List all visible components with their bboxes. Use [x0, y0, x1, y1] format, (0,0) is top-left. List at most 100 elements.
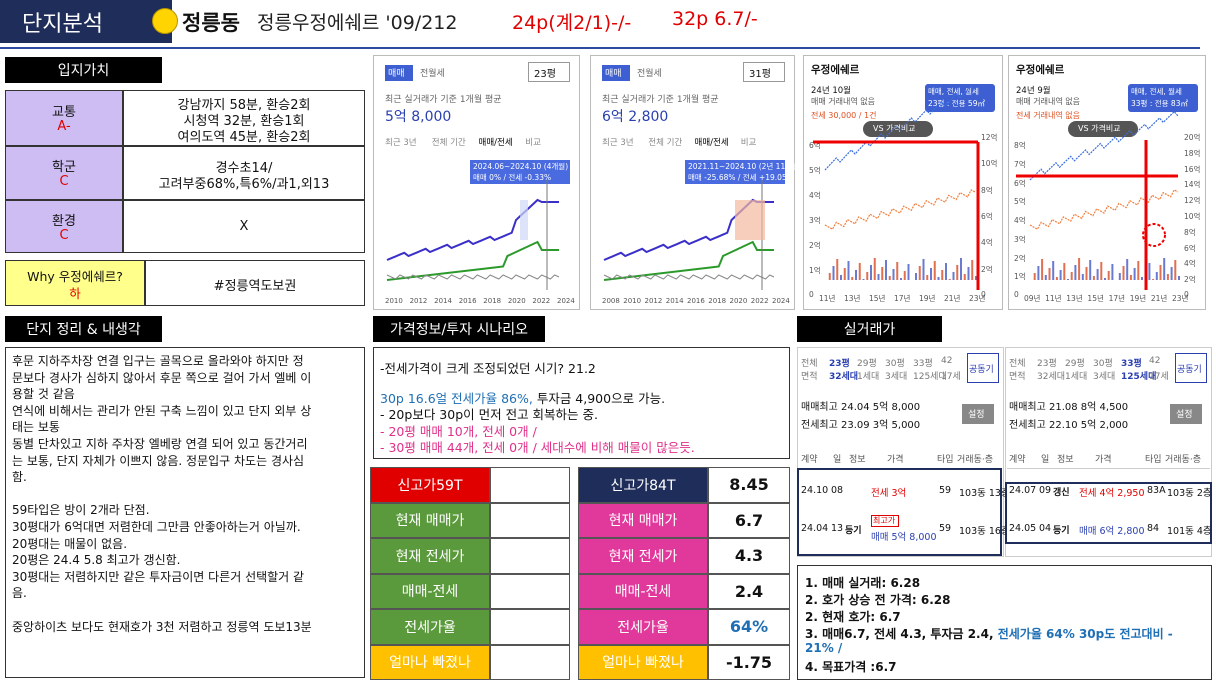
decor: [922, 259, 925, 280]
tag-box: [871, 515, 899, 527]
x-label: 21년: [944, 294, 961, 303]
period: 최근 3년: [602, 138, 634, 148]
vs-button: [863, 121, 933, 137]
summary-line: 문보다 경사가 심하지 않아서 후문 쪽으로 걸어 가서 엘베 이: [12, 370, 312, 385]
x-label: 2020: [507, 297, 526, 305]
trade-date: 24.04: [801, 523, 829, 534]
summary-line: 연식에 비해서는 관리가 안된 구축 느낌이 있고 단지 외부 상: [12, 403, 312, 418]
size-tab: 125세대: [913, 372, 947, 382]
col-rule: [1007, 468, 1210, 469]
metric-label: 현재 매매가: [608, 513, 678, 530]
y-left: 5억: [809, 166, 821, 175]
chart-lines: [813, 85, 980, 290]
trade-date: 24.05: [1009, 523, 1037, 534]
metric-value: 6.7: [734, 510, 764, 530]
decor: [1142, 223, 1166, 247]
size-tab: 전체: [801, 359, 818, 369]
decor: [948, 279, 951, 280]
decor: [1148, 263, 1151, 280]
decor: [892, 269, 895, 280]
y-right: 12억: [981, 133, 998, 142]
y-left: 4억: [809, 191, 821, 200]
note: 2. 호가 상승 전 가격: 6.28: [805, 593, 951, 607]
header-subtitle: 정릉우정에쉐르 '09/212: [257, 12, 458, 34]
note: 1. 매매 실거래: 6.28: [805, 576, 921, 590]
decor: [1070, 272, 1073, 280]
y-right: 2억: [981, 264, 993, 274]
metric-value-cell: -1.75: [708, 644, 790, 680]
period: 매매/전세: [694, 138, 729, 148]
col-head: 계약: [1009, 455, 1026, 465]
decor: [1141, 277, 1143, 280]
size-select: [528, 62, 570, 82]
metric-value: 64%: [729, 617, 769, 637]
decor: [824, 189, 976, 231]
y-left: 3억: [1014, 234, 1026, 244]
size-tab: 33평: [1121, 359, 1142, 369]
location-value-cell: [123, 90, 365, 146]
scenario-line: - 30평 매매 44개, 전세 0개 / 세대수에 비해 매물이 많은듯.: [380, 440, 695, 455]
summary-line: 음.: [12, 586, 27, 601]
trade-day: 04: [1039, 523, 1052, 534]
decor: [855, 270, 857, 280]
decor: [1107, 271, 1110, 280]
decor: [843, 268, 846, 280]
metric-label-cell: 얼마나 빠졌나: [370, 644, 490, 680]
decor: [386, 198, 559, 261]
tab: 매매: [388, 69, 405, 79]
size: 23평: [534, 69, 556, 80]
x-label: 2018: [708, 297, 727, 305]
y-right: 10억: [1184, 212, 1201, 221]
decor: [1059, 270, 1062, 280]
decor: [1122, 266, 1125, 280]
y-right: 6억: [981, 212, 993, 221]
y-right: 0: [1184, 290, 1189, 299]
trade-day: 13: [831, 523, 844, 534]
high: 전세최고 23.09 3억 5,000: [801, 420, 921, 431]
y-right: 4억: [1184, 259, 1196, 269]
decor: [967, 267, 970, 280]
trades-heading-text: 실거래가: [843, 322, 896, 338]
decor: [952, 272, 955, 280]
badge: [1128, 84, 1198, 112]
decor: [941, 270, 944, 280]
x-label: 2016: [458, 297, 477, 305]
y-right: 0: [981, 290, 986, 299]
y-left: 6억: [809, 141, 821, 150]
size-tab: 33평: [913, 359, 933, 369]
chart-lines: [1016, 110, 1180, 290]
decor: [603, 274, 775, 280]
note-3: 3. 매매6.7, 전세 4.3, 투자금 2.4, 전세가율 64% 30p도…: [805, 625, 1205, 641]
y-right: 4억: [981, 238, 993, 248]
x-label: 19년: [919, 294, 936, 303]
metric-value: 2.4: [734, 581, 764, 601]
decor: [1037, 266, 1040, 280]
decor: [1126, 259, 1129, 280]
size: 31평: [749, 69, 771, 80]
size-tab: 30평: [885, 359, 905, 369]
decor: [915, 273, 917, 280]
badge-line: 33평 : 전용 83㎡: [1131, 99, 1188, 108]
decor: [1163, 258, 1166, 280]
y-right: 8억: [1184, 227, 1196, 237]
col-head: 일: [1041, 455, 1050, 465]
decor: [1048, 268, 1051, 280]
col-head: 가격: [1095, 455, 1112, 465]
trade-unit: 103동 2층: [1167, 488, 1212, 499]
decor: [963, 274, 966, 280]
metric-value-cell: [490, 609, 570, 645]
location-line: 시청역 32분, 환승1회: [183, 114, 305, 129]
note-text: 3. 매매6.7, 전세 4.3, 투자금 2.4,: [805, 627, 998, 641]
scenario-blue: 30p 16.6얼 전세가율 86%,: [380, 391, 533, 406]
decor: [1092, 276, 1095, 280]
metric-label-cell: 현재 전세가: [578, 538, 708, 574]
size-tab: 1세대: [857, 372, 880, 382]
metric-label: 신고가59T: [397, 477, 463, 494]
y-left: 2억: [809, 241, 821, 250]
size-tab: 면적: [801, 372, 818, 382]
decor: [1029, 110, 1179, 181]
size-tab: 29평: [857, 359, 877, 369]
y-right: 8억: [981, 185, 993, 195]
decor: [900, 278, 902, 280]
location-heading: 입지가치: [5, 57, 162, 83]
